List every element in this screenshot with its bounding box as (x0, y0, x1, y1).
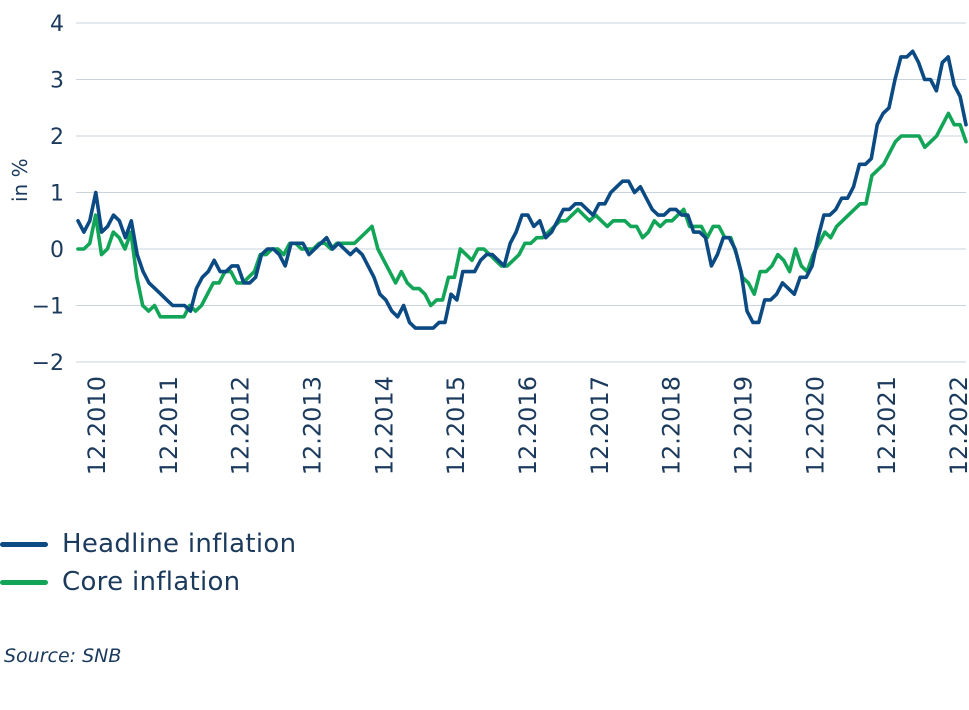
x-tick-label: 12.2018 (658, 376, 686, 475)
x-tick-label: 12.2013 (299, 376, 327, 475)
series-line-headline-inflation (76, 49, 968, 330)
source-note: Source: SNB (4, 645, 122, 667)
x-tick-label: 12.2010 (83, 376, 111, 475)
y-axis-label: in % (4, 150, 34, 210)
x-tick-label: 12.2022 (945, 376, 969, 475)
legend: Headline inflation Core inflation (0, 525, 296, 601)
x-tick-label: 12.2014 (370, 376, 398, 475)
x-tick-label: 12.2011 (155, 376, 183, 475)
y-tick-label: 3 (50, 69, 64, 94)
y-axis-ticks: 4 3 2 1 0 −1 −2 (32, 12, 64, 376)
y-tick-label: 2 (50, 125, 64, 150)
y-tick-label: −2 (32, 351, 64, 376)
gridlines (76, 22, 966, 363)
x-tick-label: 12.2017 (586, 376, 614, 475)
x-tick-label: 12.2016 (514, 376, 542, 475)
legend-label-headline: Headline inflation (62, 529, 297, 559)
x-tick-label: 12.2019 (730, 376, 758, 475)
legend-item-headline: Headline inflation (0, 525, 296, 563)
y-tick-label: 1 (50, 182, 64, 207)
legend-swatch-headline (0, 541, 48, 547)
legend-item-core: Core inflation (0, 563, 296, 601)
y-axis-label-text: in % (8, 158, 32, 202)
x-axis-ticks: 12.2010 12.2011 12.2012 12.2013 12.2014 12.20… (83, 376, 969, 475)
series-lines (76, 49, 968, 330)
x-tick-label: 12.2015 (442, 376, 470, 475)
x-tick-label: 12.2012 (227, 376, 255, 475)
x-tick-label: 12.2021 (873, 376, 901, 475)
x-tick-label: 12.2020 (801, 376, 829, 475)
y-tick-label: 4 (50, 12, 64, 37)
y-tick-label: 0 (50, 238, 64, 263)
y-tick-label: −1 (32, 295, 64, 320)
legend-swatch-core (0, 579, 48, 585)
legend-label-core: Core inflation (62, 567, 241, 597)
